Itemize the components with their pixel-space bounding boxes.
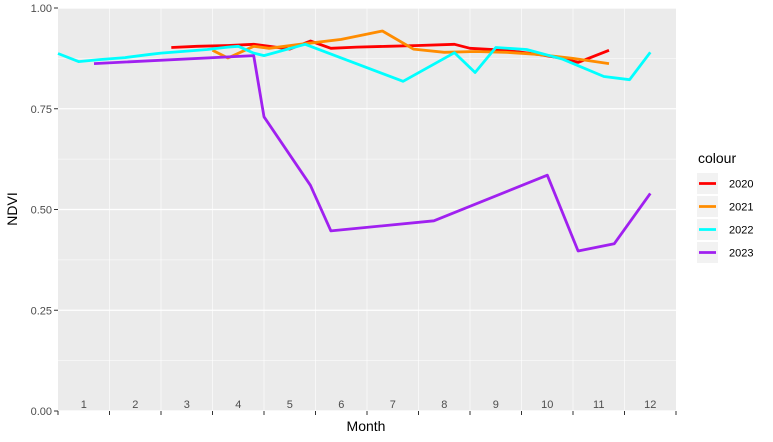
y-tick-label: 0.25 <box>31 305 52 317</box>
legend-label: 2020 <box>729 179 753 191</box>
x-axis-title: Month <box>347 418 386 434</box>
month-label: 11 <box>593 399 604 411</box>
legend-label: 2021 <box>729 202 753 214</box>
legend-title: colour <box>698 150 736 166</box>
month-label: 8 <box>441 399 447 411</box>
series-line-2022 <box>57 42 652 83</box>
y-axis-title: NDVI <box>4 192 20 225</box>
month-label: 2 <box>132 399 138 411</box>
legend: colour 2020 2021 2022 2023 <box>697 150 753 263</box>
month-label: 5 <box>287 399 293 411</box>
month-label: 1 <box>81 399 87 411</box>
month-label: 4 <box>235 399 241 411</box>
legend-label: 2023 <box>729 248 753 260</box>
x-axis-ticks: 1 2 3 4 5 6 7 8 9 10 11 12 <box>57 399 677 415</box>
series-line-2023 <box>93 54 652 253</box>
month-label: 9 <box>493 399 499 411</box>
month-label: 3 <box>184 399 190 411</box>
grid-lines <box>58 7 676 412</box>
month-label: 10 <box>541 399 553 411</box>
series-lines <box>57 29 652 253</box>
legend-item-2020: 2020 <box>697 173 753 194</box>
month-label: 7 <box>390 399 396 411</box>
legend-item-2022: 2022 <box>697 219 753 240</box>
legend-item-2021: 2021 <box>697 196 753 217</box>
y-tick-label: 1.00 <box>31 3 52 15</box>
y-tick-label: 0.00 <box>31 406 52 418</box>
month-label: 6 <box>338 399 344 411</box>
y-axis-ticks: 0.00 0.25 0.50 0.75 1.00 <box>31 3 58 418</box>
y-tick-label: 0.50 <box>31 205 52 217</box>
series-line-2021 <box>211 29 610 65</box>
month-label: 12 <box>644 399 656 411</box>
legend-items: 2020 2021 2022 2023 <box>697 173 753 263</box>
legend-label: 2022 <box>729 225 753 237</box>
legend-item-2023: 2023 <box>697 242 753 263</box>
y-tick-label: 0.75 <box>31 104 52 116</box>
